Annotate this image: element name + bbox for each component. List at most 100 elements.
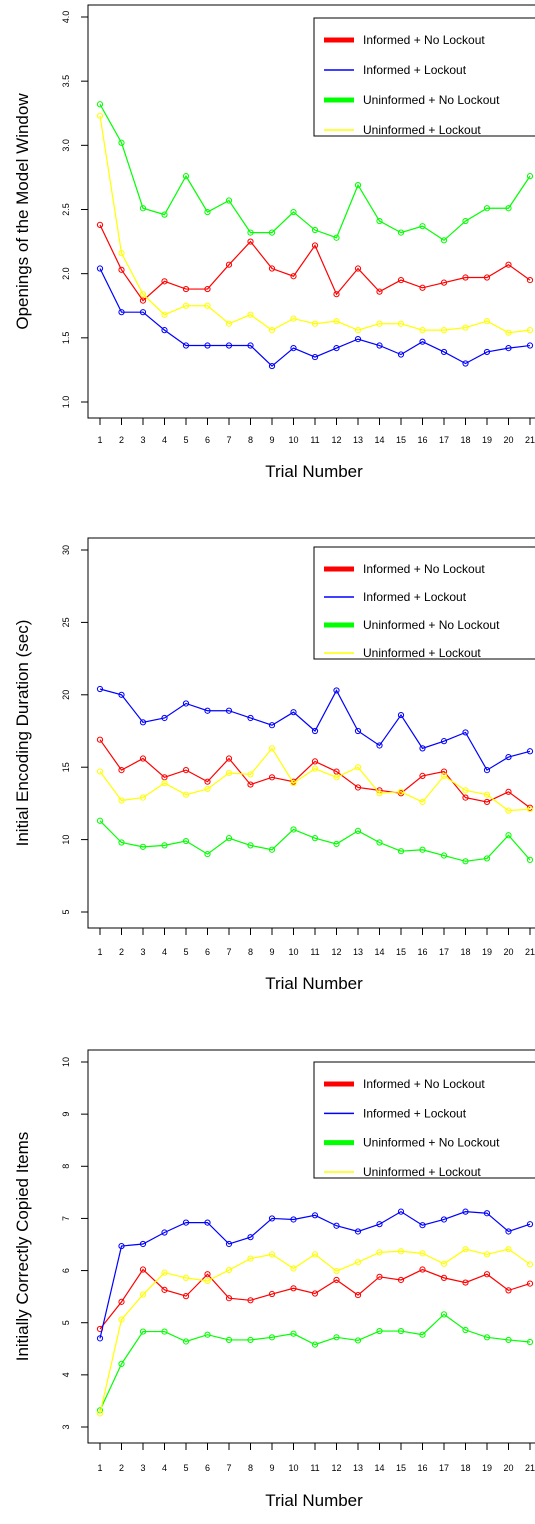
data-point [483,348,491,356]
data-point [311,242,319,249]
data-point [419,798,426,806]
y-tick-label: 4 [61,1372,71,1377]
data-point [483,1210,491,1217]
data-point [247,342,254,349]
y-tick-label: 1.0 [61,396,71,409]
data-point [397,276,405,284]
y-tick-label: 3.0 [61,139,71,152]
data-point [505,807,512,814]
data-point [333,345,340,352]
data-point [247,229,254,236]
series-line [99,224,531,302]
data-point [376,342,383,349]
data-point [311,1290,319,1297]
x-tick-label: 10 [288,947,298,957]
data-point [354,1259,362,1266]
x-tick-label: 17 [439,947,449,957]
data-point [354,336,362,343]
x-tick-label: 8 [248,435,253,445]
data-point [290,780,297,787]
series-line [99,115,531,334]
data-point [268,362,276,370]
data-point [204,208,211,216]
series-line [99,739,531,809]
data-point [483,1251,491,1258]
x-tick-label: 15 [396,1463,406,1473]
data-point [462,1326,469,1334]
series-line [99,820,531,862]
data-point [268,1334,276,1341]
data-point [247,1255,254,1262]
data-point [247,781,254,788]
data-point [139,1240,147,1248]
data-point [268,745,276,752]
data-point [225,320,233,327]
y-tick-label: 9 [61,1112,71,1117]
data-point [397,351,405,358]
data-point [118,266,125,273]
data-point [118,1242,125,1250]
data-point [462,217,469,225]
data-point [290,1265,297,1272]
x-tick-label: 8 [248,947,253,957]
data-point [419,772,426,779]
y-tick-label: 3.5 [61,75,71,88]
data-point [182,766,190,774]
data-point [139,1266,147,1273]
data-point [440,772,448,779]
data-point [483,791,491,798]
x-tick-label: 6 [205,1463,210,1473]
data-point [440,768,448,775]
y-tick-label: 5 [61,1320,71,1325]
data-point [204,1277,211,1285]
legend-box [313,546,535,660]
data-point [462,794,469,801]
data-point [161,311,168,318]
x-tick-label: 12 [331,1463,341,1473]
chart-panel-1: 1.01.52.02.53.03.54.01 2 3 4 5 6 7 8 9 10 11 12 13 14… [13,4,535,481]
data-point [397,1248,405,1255]
data-point [354,784,362,791]
data-point [354,182,362,189]
y-tick-label: 4.0 [61,11,71,24]
data-point [268,327,276,334]
data-point [462,858,469,865]
x-tick-label: 3 [140,947,145,957]
data-point [397,1327,405,1335]
data-point [526,1338,534,1346]
data-point [440,1216,448,1223]
x-tick-label: 3 [140,1463,145,1473]
x-tick-label: 7 [226,947,231,957]
data-point [139,291,147,298]
legend-label: Informed + No Lockout [363,33,485,47]
data-point [118,766,125,774]
data-point [354,1291,362,1299]
data-point [526,1280,534,1287]
data-point [268,846,276,853]
y-tick-label: 30 [61,545,71,555]
data-point [247,238,254,245]
data-point [419,745,426,752]
x-tick-label: 19 [482,1463,492,1473]
data-point [290,315,297,322]
data-point [161,278,168,285]
x-axis-title: Trial Number [265,1491,363,1510]
data-point [333,1334,340,1341]
series-line [99,1248,531,1414]
x-tick-label: 1 [97,947,102,957]
data-point [204,850,211,858]
data-point [182,1274,190,1281]
x-tick-label: 9 [269,435,274,445]
data-point [204,1331,211,1338]
legend: Informed + No Lockout Informed + Lockout U… [313,546,535,660]
data-point [118,139,125,146]
data-point [311,765,319,772]
data-point [139,755,147,762]
data-point [505,753,512,761]
data-point [225,197,233,204]
data-point [376,1273,383,1280]
data-point [182,342,190,349]
data-point [376,839,383,846]
data-point [161,842,168,849]
